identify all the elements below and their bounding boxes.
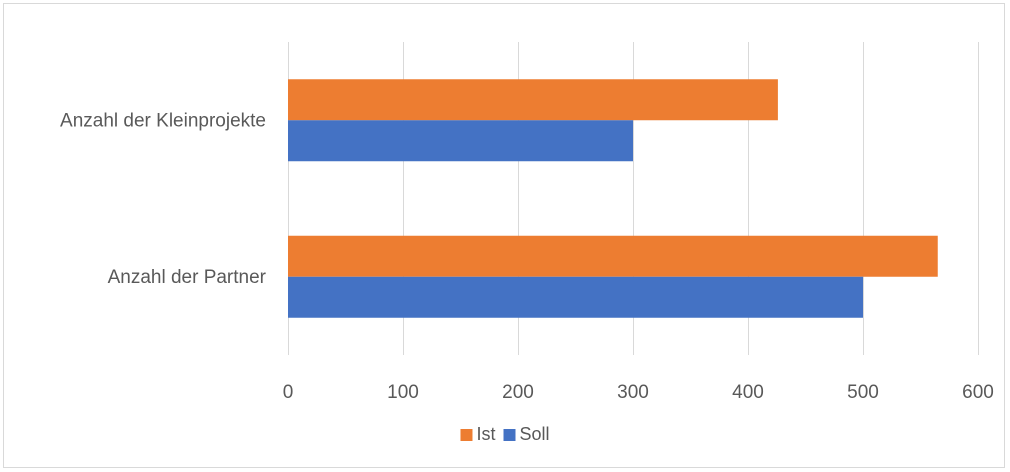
legend-label-ist: Ist [476,424,495,444]
category-labels: Anzahl der Kleinprojekte Anzahl der Partn… [60,110,267,288]
bar-ist-0 [288,79,778,121]
bar-soll-0 [288,120,633,162]
x-tick-label: 300 [617,382,649,403]
x-tick-label: 600 [962,382,994,403]
bars [288,79,938,318]
bar-ist-1 [288,235,938,277]
legend-label-soll: Soll [520,424,550,444]
x-tick-label: 400 [732,382,764,403]
x-tick-label: 100 [387,382,419,403]
x-tick-label: 500 [847,382,879,403]
legend: Ist Soll [460,424,550,444]
legend-swatch-soll [503,429,516,441]
x-tick-label: 200 [502,382,534,403]
legend-swatch-ist [460,429,473,441]
bar-soll-1 [288,276,863,318]
category-label: Anzahl der Kleinprojekte [60,110,266,131]
x-tick-label: 0 [283,382,294,403]
category-label: Anzahl der Partner [108,267,267,288]
x-axis-tick-labels: 0 100 200 300 400 500 600 [283,382,994,403]
